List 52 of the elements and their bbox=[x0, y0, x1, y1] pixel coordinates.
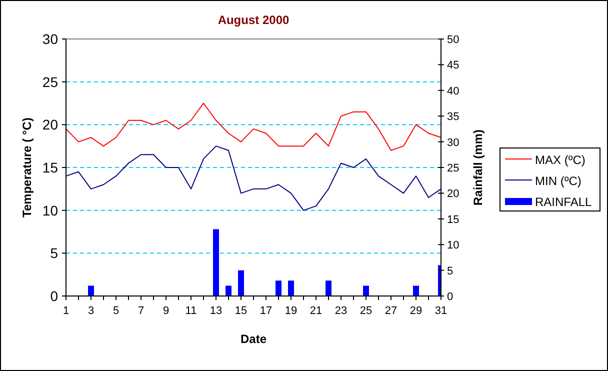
y2-tick-label: 45 bbox=[447, 60, 460, 72]
x-tick-label: 3 bbox=[88, 305, 94, 317]
y2-tick-label: 35 bbox=[447, 111, 460, 124]
y2-tick-label: 25 bbox=[447, 162, 460, 174]
bar bbox=[413, 286, 419, 296]
x-tick-label: 17 bbox=[260, 305, 272, 317]
y2-tick-label: 10 bbox=[447, 240, 460, 252]
y-axis-title: Temperature ( °C) bbox=[20, 118, 34, 218]
y-tick-label: 30 bbox=[42, 31, 58, 47]
x-tick-label: 27 bbox=[384, 305, 398, 317]
x-tick-label: 23 bbox=[334, 305, 348, 317]
legend-label: RAINFALL bbox=[535, 195, 592, 209]
y2-tick-label: 20 bbox=[447, 188, 460, 200]
y-tick-label: 15 bbox=[42, 160, 58, 176]
x-tick-label: 19 bbox=[284, 305, 298, 317]
x-tick-label: 31 bbox=[434, 305, 448, 317]
x-tick-label: 25 bbox=[360, 305, 372, 317]
x-tick-label: 1 bbox=[62, 305, 70, 317]
bar bbox=[226, 286, 232, 296]
y2-tick-label: 5 bbox=[447, 265, 454, 278]
chart-title: August 2000 bbox=[218, 13, 290, 27]
y-tick-label: 5 bbox=[50, 245, 58, 262]
y-tick-label: 10 bbox=[42, 202, 58, 218]
x-tick-label: 13 bbox=[210, 305, 222, 317]
bar bbox=[326, 280, 332, 296]
y2-axis-title: Rainfall (mm) bbox=[471, 129, 485, 206]
y2-tick-label: 15 bbox=[447, 214, 460, 226]
y-tick-label: 0 bbox=[50, 288, 58, 304]
y-tick-label: 25 bbox=[42, 74, 58, 90]
bar bbox=[213, 229, 219, 296]
bar bbox=[288, 280, 294, 296]
bar bbox=[363, 286, 369, 296]
legend-label: MAX (ºC) bbox=[535, 153, 586, 167]
x-tick-label: 29 bbox=[410, 305, 422, 317]
x-tick-label: 5 bbox=[112, 305, 120, 317]
x-tick-label: 11 bbox=[185, 305, 197, 317]
line-series bbox=[66, 102, 442, 151]
x-tick-label: 21 bbox=[310, 305, 322, 317]
line-series bbox=[66, 146, 442, 211]
y2-tick-label: 40 bbox=[447, 85, 460, 98]
y2-tick-label: 50 bbox=[447, 34, 460, 46]
y2-tick-label: 0 bbox=[447, 291, 454, 303]
bar bbox=[238, 270, 244, 296]
x-tick-label: 15 bbox=[234, 305, 248, 317]
y-tick-label: 20 bbox=[42, 116, 58, 133]
y2-tick-label: 30 bbox=[447, 136, 460, 149]
x-tick-label: 9 bbox=[162, 305, 170, 317]
bar bbox=[88, 286, 94, 296]
legend-label: MIN (ºC) bbox=[535, 174, 582, 188]
x-tick-label: 7 bbox=[138, 305, 144, 317]
bar bbox=[276, 280, 282, 296]
x-axis-title: Date bbox=[240, 332, 267, 346]
